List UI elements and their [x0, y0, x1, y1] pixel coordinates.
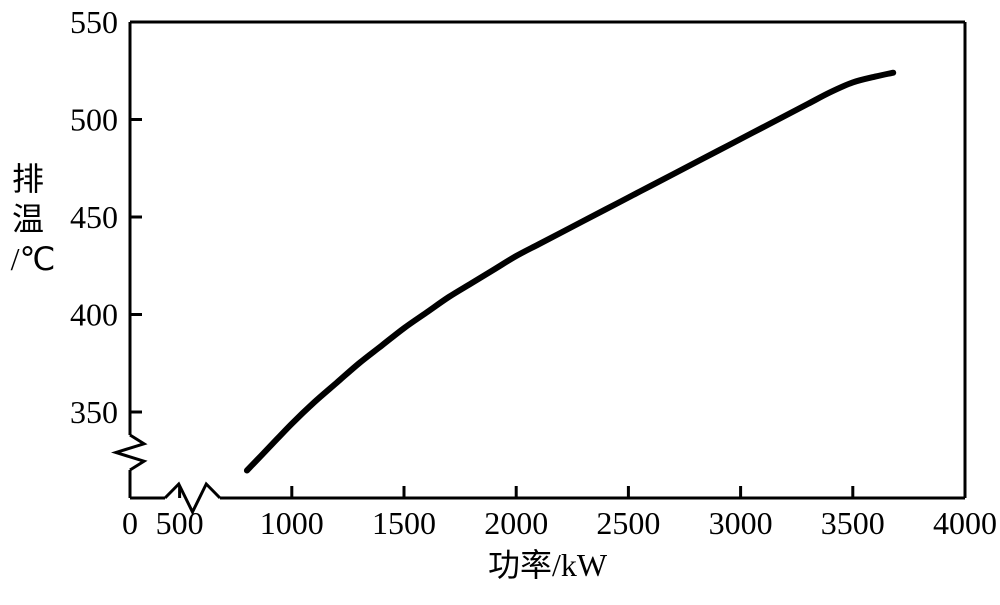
x-tick-label: 3000	[709, 505, 773, 541]
series-exhaust-temperature	[247, 73, 893, 471]
chart-container: 0 500 1000 1500 2000 2500 3000 3500 4000 350 400 45…	[0, 0, 1000, 605]
y-tick-label: 500	[70, 102, 118, 138]
y-tick-label: 450	[70, 199, 118, 235]
y-axis-label-line1: 排	[12, 161, 44, 197]
x-axis-label: 功率/kW	[488, 547, 608, 583]
x-tick-label: 0	[122, 505, 138, 541]
x-tick-label: 2000	[484, 505, 548, 541]
y-axis-label-line3: /℃	[11, 241, 56, 277]
x-tick-label: 4000	[933, 505, 997, 541]
x-tick-label: 3500	[821, 505, 885, 541]
y-tick-label: 350	[70, 394, 118, 430]
x-tick-label: 1500	[372, 505, 436, 541]
x-tick-label: 500	[156, 505, 204, 541]
x-tick-label: 2500	[596, 505, 660, 541]
x-tick-label: 1000	[260, 505, 324, 541]
y-tick-label: 550	[70, 4, 118, 40]
chart-svg: 0 500 1000 1500 2000 2500 3000 3500 4000 350 400 45…	[0, 0, 1000, 605]
y-tick-label: 400	[70, 297, 118, 333]
y-axis-label-line2: 温	[12, 201, 44, 237]
